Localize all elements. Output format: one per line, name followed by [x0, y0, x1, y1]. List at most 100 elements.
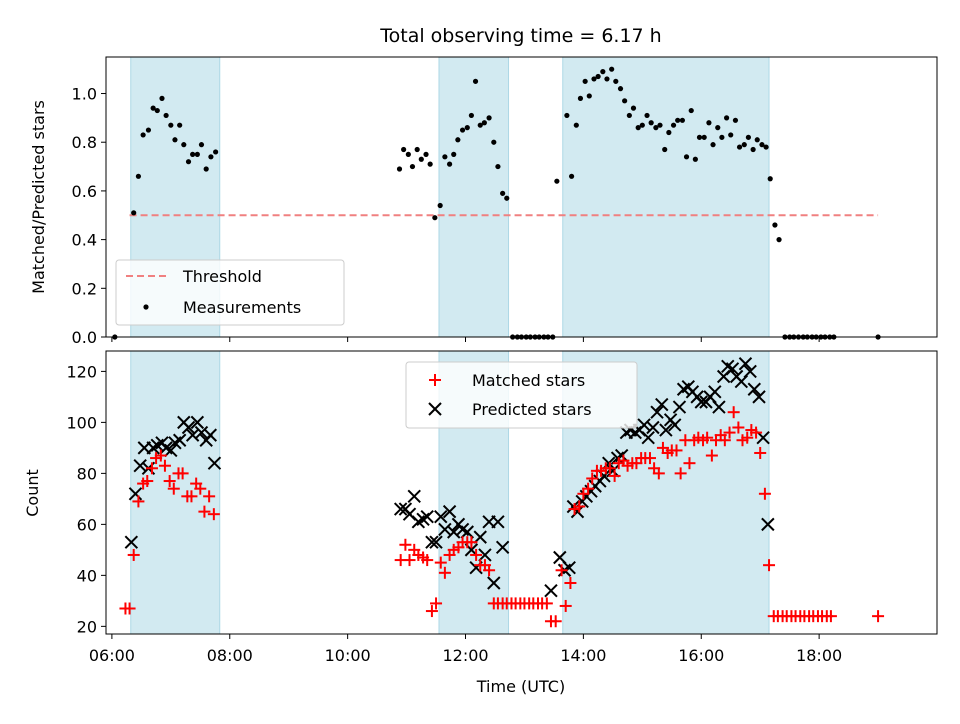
matched-star-point: [582, 482, 595, 495]
measurement-point: [586, 93, 592, 99]
measurement-point: [736, 144, 743, 150]
predicted-star-point: [460, 525, 474, 539]
matched-star-point: [167, 482, 180, 495]
matched-star-point: [555, 564, 568, 577]
matched-star-point: [564, 577, 577, 590]
predicted-marker-stroke: [761, 517, 775, 532]
predicted-marker-stroke: [429, 535, 443, 549]
measurement-point: [679, 117, 685, 123]
matched-star-point: [758, 487, 771, 500]
matched-star-point: [434, 556, 447, 569]
predicted-marker-stroke: [650, 405, 664, 419]
matched-star-point: [727, 406, 740, 419]
predicted-star-point: [738, 357, 753, 371]
predicted-star-point: [725, 362, 740, 376]
predicted-star-point: [172, 433, 187, 447]
measurement-point: [464, 125, 470, 131]
matched-star-point: [824, 610, 837, 623]
top-panel: 0.0 0.2 0.4 0.6 0.8 1.0 Matched/Predicted sta…: [29, 56, 938, 347]
measurement-point: [437, 202, 443, 209]
predicted-star-point: [190, 415, 205, 430]
predicted-star-point: [473, 530, 487, 544]
bottom-y-tick-label: 20: [77, 617, 97, 636]
predicted-marker-stroke: [637, 418, 651, 432]
matched-star-point: [559, 599, 572, 612]
predicted-marker-stroke: [438, 522, 452, 537]
predicted-star-point: [641, 430, 655, 445]
matched-star-point: [701, 431, 714, 444]
measurement-point: [622, 98, 628, 104]
measurement-point: [481, 120, 487, 126]
predicted-marker-stroke: [425, 535, 439, 549]
measurement-point: [670, 122, 677, 128]
predicted-star-point: [478, 548, 492, 562]
measurement-point: [591, 76, 597, 82]
bottom-shaded-region-0: [130, 350, 221, 635]
measurement-point: [472, 78, 479, 84]
top-y-tick-label: 0.0: [72, 328, 97, 347]
matched-star-point: [683, 457, 696, 470]
measurement-point: [767, 176, 773, 182]
predicted-legend-label: Predicted stars: [472, 400, 592, 419]
measurement-point: [688, 107, 694, 114]
predicted-star-point: [668, 418, 682, 432]
measurement-point: [181, 142, 187, 148]
measurement-point: [177, 122, 183, 128]
measurement-point: [163, 112, 169, 119]
predicted-star-point: [747, 382, 762, 396]
measurement-point: [723, 115, 730, 121]
predicted-marker-stroke: [442, 504, 457, 519]
predicted-star-point: [133, 459, 147, 473]
measurement-point: [696, 134, 703, 140]
measurement-point: [159, 95, 165, 101]
bottom-x-axis: 06:00 08:00 10:00 12:00 14:00 16:00 18:00: [89, 634, 842, 665]
matched-star-point: [465, 536, 478, 549]
predicted-marker-stroke: [455, 522, 470, 537]
predicted-star-point: [438, 522, 452, 537]
measurement-point: [405, 151, 411, 157]
measurement-point: [477, 122, 483, 128]
measurement-point: [701, 134, 707, 140]
predicted-marker-stroke: [597, 469, 611, 483]
top-legend: Threshold Measurements: [115, 259, 345, 326]
matched-star-point: [194, 482, 207, 495]
bottom-x-tick-label: 08:00: [207, 646, 253, 665]
threshold-legend-label: Threshold: [182, 267, 262, 286]
predicted-star-point: [487, 576, 501, 590]
measurement-point: [635, 125, 641, 131]
top-y-tick-label: 0.8: [72, 133, 97, 152]
matched-star-point: [127, 548, 140, 561]
matched-star-point: [540, 597, 553, 610]
predicted-marker-stroke: [544, 583, 558, 598]
predicted-star-point: [181, 420, 196, 435]
measurement-point: [455, 137, 461, 143]
predicted-star-point: [650, 405, 664, 419]
top-legend-box: [115, 259, 345, 326]
predicted-star-point: [646, 420, 660, 435]
measurement-point: [754, 137, 760, 143]
bottom-y-tick-label: 40: [77, 566, 97, 585]
measurement-point: [168, 122, 174, 128]
measurement-point: [741, 142, 747, 148]
matched-star-point: [470, 548, 483, 561]
measurement-point: [495, 163, 501, 170]
measurement-point: [710, 142, 716, 148]
measurements-legend-swatch: [143, 304, 149, 310]
measurement-point: [203, 166, 209, 172]
bottom-x-tick-label: 12:00: [442, 646, 488, 665]
predicted-marker-stroke: [159, 441, 173, 455]
matched-star-point: [438, 566, 451, 579]
predicted-star-point: [434, 510, 448, 524]
predicted-marker-stroke: [393, 502, 408, 516]
predicted-marker-stroke: [478, 548, 492, 562]
predicted-marker-stroke: [447, 525, 461, 539]
predicted-marker-stroke: [473, 530, 487, 544]
measurement-point: [728, 132, 734, 138]
bottom-count-points: [119, 357, 885, 628]
measurement-point: [154, 107, 160, 114]
measurement-point: [613, 78, 619, 84]
bottom-panel: 20 40 60 80 100 120 06:00 08:00 10:00 12:00 14:00…: [23, 350, 938, 696]
measurement-point: [662, 146, 668, 153]
measurements-legend-label: Measurements: [183, 298, 301, 317]
